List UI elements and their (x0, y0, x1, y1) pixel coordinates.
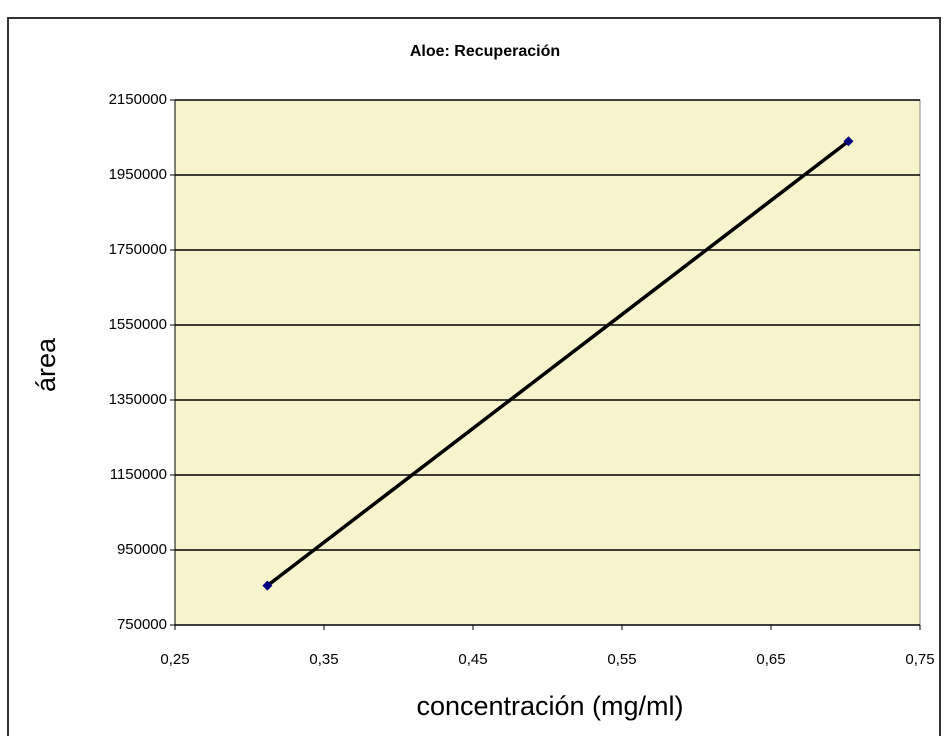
trend-line (266, 139, 850, 588)
data-point (262, 580, 273, 591)
y-tick-label: 750000 (117, 616, 167, 633)
data-point (843, 136, 854, 147)
y-tick-label: 2150000 (109, 91, 167, 108)
x-tick-label: 0,25 (160, 651, 189, 668)
y-tick-label: 1150000 (110, 466, 167, 483)
y-axis-label: área (31, 337, 61, 392)
x-axis-label: concentración (mg/ml) (416, 691, 683, 721)
x-tick-label: 0,65 (756, 651, 785, 668)
y-tick-label: 1550000 (109, 316, 167, 333)
chart-title: Aloe: Recuperación (410, 43, 560, 60)
y-tick-label: 1750000 (109, 241, 167, 258)
plot-area (174, 99, 921, 626)
x-tick-label: 0,55 (607, 651, 636, 668)
x-tick-label: 0,35 (309, 651, 338, 668)
x-tick-label: 0,45 (458, 651, 487, 668)
x-tick-label: 0,75 (905, 651, 934, 668)
y-tick-label: 1350000 (109, 391, 167, 408)
y-tick-label: 950000 (117, 541, 167, 558)
y-tick-label: 1950000 (109, 166, 167, 183)
